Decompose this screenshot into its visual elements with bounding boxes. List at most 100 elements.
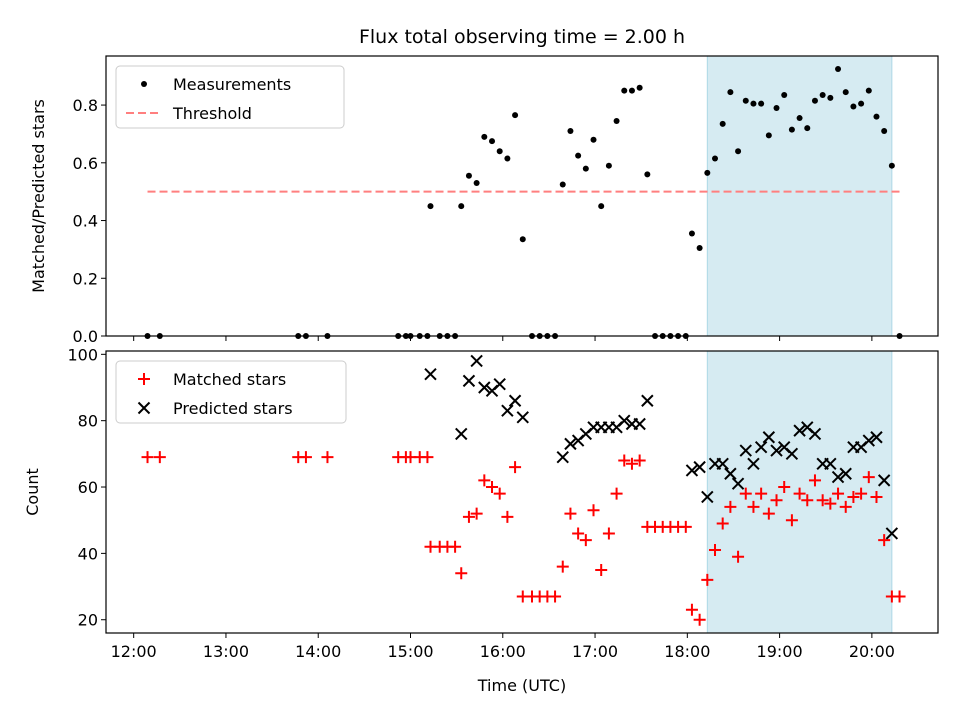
data-point [470,507,483,520]
legend-label: Predicted stars [173,399,293,418]
data-point [421,451,434,464]
y-tick-label: 100 [67,345,98,364]
panel-2: 20 40 60 80 100 12:00 13:00 14:00 15:00 16:00 17:0… [23,345,939,661]
data-point [701,573,714,586]
x-tick-label: 20:00 [849,642,895,661]
data-point [885,527,899,540]
data-point [512,112,519,119]
legend-box [115,65,345,129]
y-tick-label: 80 [78,412,98,431]
data-point [688,230,695,237]
data-point [870,431,883,444]
data-point [804,125,811,132]
data-point [685,603,698,616]
data-point [470,354,483,368]
series-measurements [144,65,903,339]
data-point [839,467,852,480]
data-point [516,411,529,424]
data-point [762,507,775,520]
data-point [719,120,726,127]
data-point [819,91,826,98]
x-tick-label: 17:00 [572,642,618,661]
data-point [455,567,468,580]
data-point [781,91,788,98]
data-point [716,457,729,471]
data-point [582,165,589,172]
data-point [808,474,821,487]
data-point [893,590,906,603]
data-point [556,450,569,464]
data-point [465,172,472,179]
data-point [504,155,511,162]
data-point [808,427,822,441]
data-point [618,414,631,427]
y-tick-label: 40 [78,544,98,563]
data-point [773,104,780,111]
data-point [735,148,742,155]
data-point [816,494,829,507]
data-point [618,454,631,467]
data-point [881,128,888,135]
data-point [564,437,577,451]
series-predicted-stars [424,354,899,540]
data-point [602,527,615,540]
data-point [701,490,714,504]
x-tick-label: 12:00 [111,642,157,661]
data-point [765,132,772,139]
y-tick-label: 0.2 [73,269,98,288]
shaded-interval [707,56,892,336]
data-point [567,128,574,135]
data-point [489,138,496,145]
data-point [641,394,654,407]
data-point [811,97,818,104]
data-point [427,203,434,210]
data-point [739,487,752,500]
x-axis-label: Time (UTC) [477,676,566,695]
x-tick-label: 16:00 [480,642,526,661]
x-tick-label: 18:00 [664,642,710,661]
y-tick-label: 0.4 [73,212,98,231]
data-point [605,162,612,169]
data-point [455,427,468,441]
data-point [424,368,437,381]
data-point [458,203,465,210]
data-point [709,544,722,557]
data-point [693,613,706,626]
data-point [732,550,745,563]
data-point [739,444,752,457]
legend-box [115,360,347,424]
axes-frame [105,55,939,337]
x-tick-label: 15:00 [387,642,433,661]
data-point [625,457,638,470]
data-point [628,87,635,94]
panel-1: 0.0 0.2 0.4 0.6 0.8 Matched/Predicted stars Me… [29,55,939,346]
data-point [801,494,814,507]
data-point [742,97,749,104]
data-point [556,560,569,573]
data-point [696,244,703,251]
y-axis-label: Matched/Predicted stars [29,99,48,293]
data-point [747,457,760,471]
data-point [716,517,729,530]
data-point [496,148,503,155]
legend-label: Matched stars [173,370,286,389]
data-point [486,481,499,494]
data-point [785,447,799,461]
data-point [299,451,312,464]
plot-layer: 0.0 0.2 0.4 0.6 0.8 Matched/Predicted stars Me… [23,55,939,661]
data-point [847,490,860,503]
x-tick-label: 13:00 [203,642,249,661]
data-point [501,510,514,523]
data-point [747,500,760,513]
data-point [877,474,891,487]
data-point [832,487,845,500]
y-axis-label: Count [23,468,42,516]
data-point [788,126,795,133]
data-point [501,404,514,417]
data-point [835,65,842,72]
data-point [827,94,834,101]
data-point [858,100,865,107]
data-point [796,115,803,122]
data-point [724,500,737,513]
